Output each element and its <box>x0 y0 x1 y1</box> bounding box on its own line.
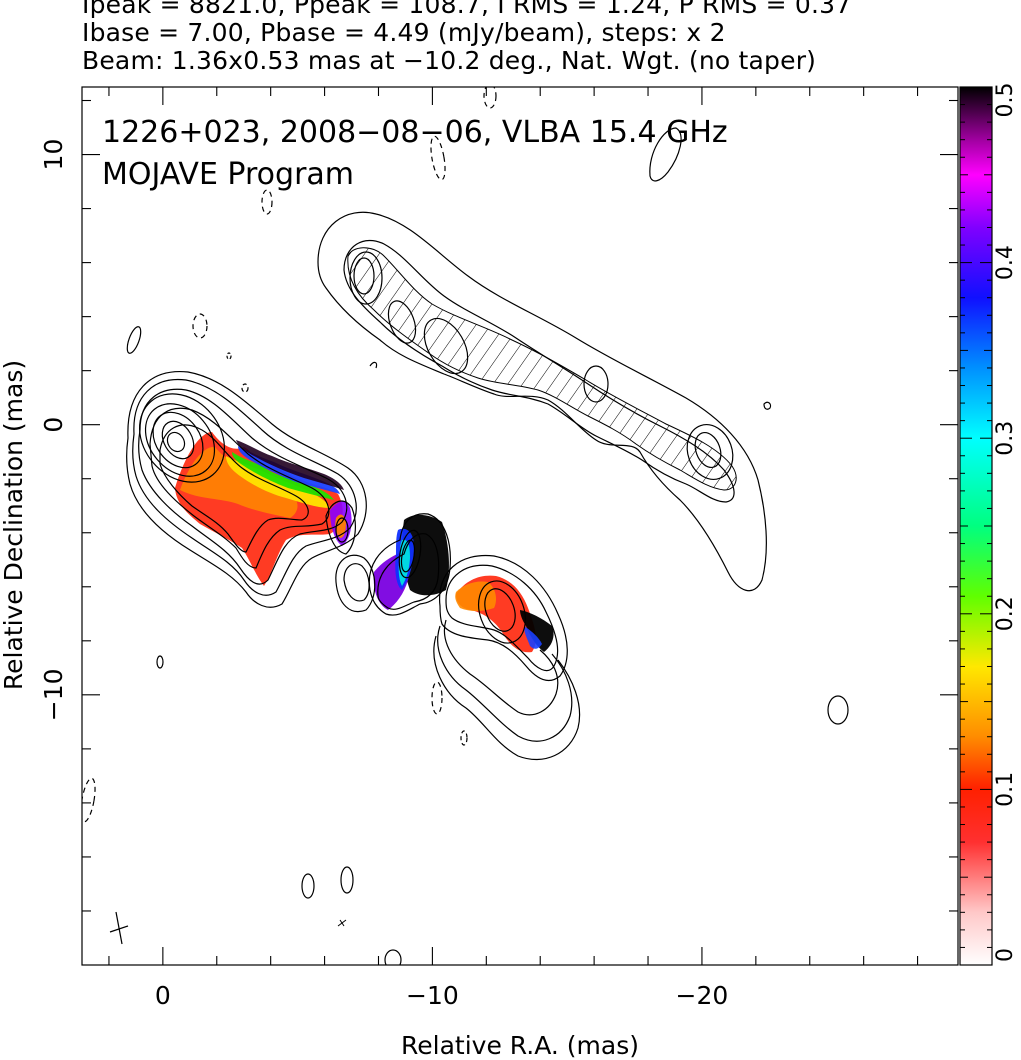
contour-core-5 <box>138 393 226 483</box>
contour-middle-1 <box>368 513 451 616</box>
contour-core-4 <box>144 403 216 477</box>
hatched-polarization-region <box>347 247 737 491</box>
contour-outer-tail-1 <box>443 619 559 716</box>
y-tick-label: 10 <box>39 139 68 171</box>
x-tick-label: −20 <box>676 981 729 1010</box>
contour-outer-tail-2 <box>437 625 573 742</box>
contour-core-1 <box>166 431 186 453</box>
x-tick-label: −10 <box>406 981 459 1010</box>
contour-inner-jet-4 <box>159 424 309 553</box>
contour-middle-3 <box>400 539 416 573</box>
contour-stray-8 <box>369 361 378 369</box>
contour-inner-jet-5 <box>126 370 367 608</box>
colorbar-tick-label: 0.2 <box>993 596 1018 631</box>
contour-core-2 <box>161 420 195 460</box>
pol-region-inner-jet-edge <box>236 440 344 490</box>
chart-subtitle: MOJAVE Program <box>102 157 354 192</box>
contour-inner-jet-2 <box>132 378 357 596</box>
contour-negative-2 <box>261 189 273 215</box>
colorbar-tick-label: 0.4 <box>993 245 1018 280</box>
pol-region-outer-edge <box>520 610 554 652</box>
contour-stray-5 <box>156 655 164 669</box>
contour-stray-6 <box>384 949 402 965</box>
contour-north-outer <box>317 211 767 592</box>
contour-negative-9 <box>226 352 232 360</box>
contour-negative-8 <box>241 383 249 393</box>
contour-middle-left-2 <box>335 554 376 613</box>
contour-inner-jet-1 <box>138 388 348 585</box>
x-axis-label: Relative R.A. (mas) <box>401 1031 639 1060</box>
colorbar-tick-label: 0.5 <box>993 83 1018 118</box>
contour-negative-7 <box>460 730 468 746</box>
contour-stray-7 <box>763 401 772 410</box>
intensity-contours <box>82 87 849 965</box>
chart-title: 1226+023, 2008−08−06, VLBA 15.4 GHz <box>102 115 728 150</box>
contour-stray-4 <box>340 866 354 894</box>
header-line-beam: Beam: 1.36x0.53 mas at −10.2 deg., Nat. … <box>82 46 817 75</box>
y-tick-label: 0 <box>39 417 68 433</box>
colorbar-tick-label: 0.3 <box>993 421 1018 456</box>
small-cross-marker <box>337 919 347 927</box>
axes: 0 −10 −20 10 0 −10 <box>39 87 958 1010</box>
contour-knot-a <box>325 500 356 555</box>
hatch-region-north <box>347 247 737 491</box>
colorbar-tick-label: 0.1 <box>993 772 1018 807</box>
header-line-base: Ibase = 7.00, Pbase = 4.49 (mJy/beam), s… <box>82 18 726 47</box>
pol-region-inner-jet-orange <box>180 446 298 518</box>
contour-middle-4 <box>398 529 422 579</box>
image-layer <box>82 87 849 965</box>
pol-region-middle-black <box>402 514 449 596</box>
x-tick-label: 0 <box>155 981 171 1010</box>
colorbar-ticks: 0 0.1 0.2 0.3 0.4 0.5 <box>960 83 1018 966</box>
contour-outer-tail-3 <box>433 635 581 761</box>
pol-region-outer-ring <box>524 626 542 649</box>
contour-negative-5 <box>431 681 443 715</box>
contour-stray-3 <box>301 873 315 899</box>
header-line-intensity: Ipeak = 8821.0, Ppeak = 108.7, I RMS = 1… <box>82 0 852 19</box>
pol-region-inner-jet-green <box>232 452 334 500</box>
contour-inner-jet-3 <box>149 407 330 569</box>
contour-outer-2 <box>439 554 568 681</box>
pol-region-outer-orange <box>455 581 496 611</box>
contour-negative-4 <box>483 87 497 109</box>
contour-negative-1 <box>192 313 208 339</box>
contour-middle-left <box>343 563 370 602</box>
contour-outer-1 <box>445 564 559 672</box>
contour-outer-knot-2 <box>478 580 526 644</box>
contour-outer-knot <box>484 588 516 632</box>
y-tick-label: −10 <box>39 668 68 721</box>
contour-negative-6 <box>82 777 96 823</box>
y-axis-label: Relative Declination (mas) <box>0 360 28 690</box>
colorbar-tick-label: 0 <box>993 948 1018 962</box>
contour-negative-3 <box>430 135 446 181</box>
contour-north-far-lobe <box>649 127 682 182</box>
contour-middle-2 <box>377 533 440 610</box>
beam-marker <box>109 911 129 945</box>
contour-knot-a-inner <box>335 517 349 543</box>
contour-stray-2 <box>827 695 849 725</box>
contour-north-inner-1 <box>343 239 735 503</box>
contour-stray-1 <box>126 326 142 354</box>
